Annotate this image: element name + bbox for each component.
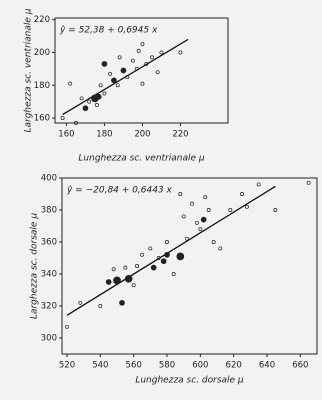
x-tick-label: 540 [92, 361, 108, 371]
y-axis-label: Larghezza sc. dorsale μ [30, 213, 40, 319]
point [119, 299, 125, 306]
point [102, 91, 107, 96]
point [124, 274, 133, 283]
point [150, 55, 154, 60]
point [211, 240, 216, 244]
point [115, 83, 120, 88]
y-tick-label: 300 [41, 334, 57, 344]
point [206, 208, 211, 212]
point [125, 75, 130, 80]
y-tick-label: 400 [41, 174, 57, 184]
y-tick-label: 380 [41, 206, 57, 216]
point [160, 258, 167, 265]
y-tick-label: 320 [41, 302, 57, 312]
point [245, 204, 249, 209]
point [240, 192, 244, 196]
point [98, 83, 103, 88]
point [150, 264, 157, 271]
point [130, 58, 135, 63]
y-tick-label: 180 [34, 81, 50, 91]
point [113, 276, 121, 285]
equation: ŷ = 52,38 + 0,6945 x [59, 26, 158, 36]
point [98, 304, 103, 308]
point [120, 67, 127, 74]
x-tick-label: 580 [159, 361, 175, 371]
y-tick-label: 220 [34, 15, 50, 25]
equation: ŷ = −20,84 + 0,6443 x [66, 186, 173, 196]
point [105, 279, 112, 285]
y-axis-label: Larghezza sc. ventrianale μ [24, 8, 34, 132]
point [87, 99, 92, 104]
point [306, 180, 311, 185]
x-tick-label: 180 [96, 130, 112, 140]
point [73, 121, 78, 125]
point [79, 96, 84, 101]
point [140, 81, 145, 86]
point [60, 116, 65, 121]
point [159, 50, 164, 55]
point [117, 55, 122, 60]
point [185, 236, 189, 241]
point [136, 48, 141, 53]
point [144, 61, 149, 66]
y-tick-label: 360 [41, 238, 57, 248]
x-tick-label: 520 [59, 361, 75, 371]
point [134, 66, 139, 71]
point [195, 220, 199, 225]
x-tick-label: 220 [172, 130, 188, 140]
point [108, 71, 113, 76]
y-tick-label: 200 [34, 48, 50, 58]
point [65, 324, 69, 329]
point [156, 256, 161, 260]
point [165, 240, 169, 244]
regression-line [66, 185, 276, 316]
x-tick-label: 160 [58, 130, 74, 140]
point [171, 272, 176, 276]
y-tick-label: 340 [41, 270, 57, 280]
point [111, 267, 116, 272]
point [111, 77, 117, 84]
point [190, 201, 194, 206]
point [82, 105, 89, 112]
point [140, 42, 145, 47]
point [123, 265, 128, 270]
point [178, 192, 183, 196]
point [135, 264, 139, 268]
point [164, 251, 170, 258]
point [198, 227, 203, 232]
plot-frame [54, 17, 229, 124]
point [140, 252, 144, 257]
x-tick-label: 560 [126, 361, 142, 371]
point [203, 195, 208, 200]
x-axis-label: Lunghezza sc. dorsale μ [135, 376, 244, 386]
point [178, 50, 183, 55]
point [256, 182, 261, 187]
point [228, 208, 233, 212]
point [200, 216, 207, 223]
y-tick-label: 160 [34, 114, 50, 124]
point [78, 300, 83, 305]
point [131, 283, 136, 288]
x-tick-label: 200 [134, 130, 150, 140]
point [68, 81, 73, 86]
point [95, 93, 102, 100]
x-tick-label: 600 [192, 361, 208, 371]
point [148, 246, 153, 251]
point [181, 214, 186, 219]
point [176, 252, 185, 261]
x-tick-label: 620 [226, 361, 242, 371]
plot-frame [61, 177, 318, 355]
x-axis-label: Lunghezza sc. ventrianale μ [78, 154, 204, 164]
point [273, 208, 278, 212]
point [94, 103, 99, 107]
point [155, 70, 160, 75]
point [218, 246, 223, 251]
x-tick-label: 660 [292, 361, 308, 371]
x-tick-label: 640 [259, 361, 275, 371]
point [101, 61, 108, 67]
